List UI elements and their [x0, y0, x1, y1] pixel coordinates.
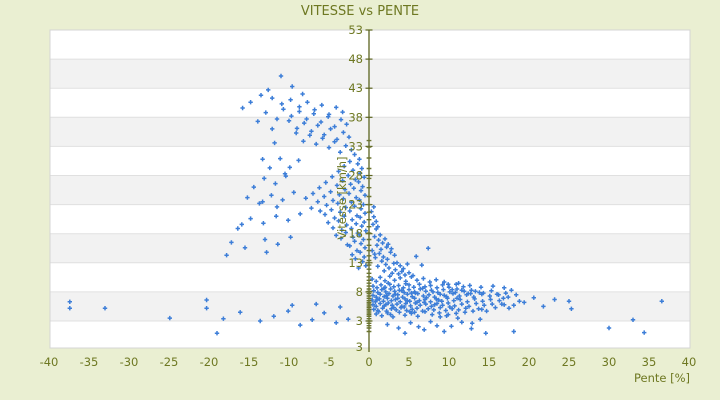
svg-text:28: 28	[348, 169, 363, 183]
svg-text:-30: -30	[120, 355, 139, 369]
svg-text:38: 38	[348, 110, 363, 124]
svg-text:-15: -15	[240, 355, 259, 369]
svg-text:Pente [%]: Pente [%]	[634, 371, 690, 385]
svg-text:8: 8	[356, 285, 363, 299]
x-tick-labels: -40 -35 -30 -25 -20 -15 -10 -5 0 5 10 15 20 25 30 35 40	[40, 355, 697, 369]
svg-text:33: 33	[348, 139, 363, 153]
svg-text:-20: -20	[200, 355, 219, 369]
svg-text:5: 5	[405, 355, 412, 369]
svg-text:3: 3	[356, 340, 363, 354]
svg-text:35: 35	[642, 355, 657, 369]
svg-text:20: 20	[522, 355, 537, 369]
svg-text:23: 23	[348, 198, 363, 212]
svg-text:53: 53	[348, 23, 363, 37]
svg-text:3: 3	[356, 314, 363, 328]
svg-text:-35: -35	[80, 355, 99, 369]
plot-bands	[50, 30, 690, 348]
svg-text:30: 30	[602, 355, 617, 369]
svg-text:0: 0	[365, 355, 372, 369]
axis-rug-marks	[366, 139, 372, 333]
svg-text:15: 15	[482, 355, 497, 369]
svg-text:-40: -40	[40, 355, 59, 369]
svg-text:25: 25	[562, 355, 577, 369]
x-axis-title: Pente [%]	[634, 371, 690, 385]
svg-text:-10: -10	[280, 355, 299, 369]
svg-text:-5: -5	[323, 355, 334, 369]
svg-text:40: 40	[682, 355, 697, 369]
svg-text:43: 43	[348, 81, 363, 95]
svg-text:48: 48	[348, 52, 363, 66]
svg-text:10: 10	[442, 355, 457, 369]
scatter-points	[67, 73, 664, 336]
svg-text:18: 18	[348, 227, 363, 241]
svg-text:Vitesse [km/h]: Vitesse [km/h]	[335, 156, 349, 239]
chart-title: VITESSE vs PENTE	[300, 4, 420, 19]
svg-text:13: 13	[348, 256, 363, 270]
svg-text:-25: -25	[160, 355, 179, 369]
y-axis-title: Vitesse [km/h]	[335, 156, 349, 239]
